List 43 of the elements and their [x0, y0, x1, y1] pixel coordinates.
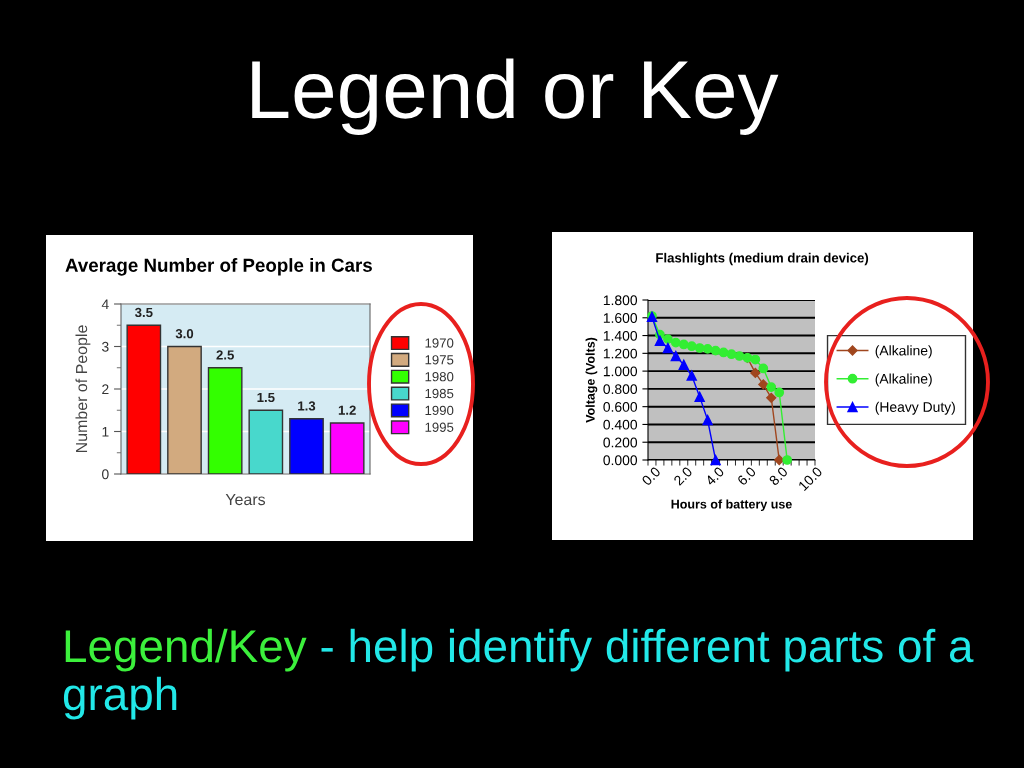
y-tick-label: 1.800: [603, 295, 638, 306]
y-tick-label: 0.400: [603, 419, 638, 430]
y-tick-label: 1.200: [603, 348, 638, 359]
data-label: 1.3: [298, 401, 316, 411]
y-tick-label: 1.000: [603, 366, 638, 377]
y-tick-label: 1.400: [603, 330, 638, 341]
x-axis-title: Hours of battery use: [671, 499, 792, 512]
data-label: 3.0: [175, 328, 194, 339]
y-tick-label: 4: [101, 299, 109, 310]
legend-label: (Alkaline): [875, 373, 932, 387]
legend-label: (Heavy Duty): [875, 401, 955, 415]
chart-title: Average Number of People in Cars: [65, 258, 372, 276]
x-tick-label: 8.0: [768, 466, 789, 486]
y-tick-label: 2: [102, 384, 109, 395]
legend-label: 1990: [425, 405, 454, 416]
y-tick-label: 0.800: [603, 384, 638, 395]
data-label: 1.2: [338, 405, 356, 415]
legend-label: (Alkaline): [875, 345, 932, 359]
x-axis-title: Years: [225, 494, 266, 506]
data-label: 1.5: [257, 392, 275, 403]
legend-label: 1970: [425, 338, 454, 348]
legend-label: 1975: [425, 355, 454, 365]
y-axis-title: Number of People: [75, 325, 91, 453]
y-tick-label: 0: [102, 469, 109, 480]
chart-title: Flashlights (medium drain device): [656, 252, 869, 266]
y-axis-title: Voltage (Volts): [585, 337, 598, 423]
data-label: 3.5: [134, 307, 153, 318]
x-tick-label: 0.0: [641, 466, 662, 487]
data-label: 2.5: [216, 350, 234, 360]
x-tick-label: 2.0: [673, 466, 693, 486]
legend-label: 1980: [425, 372, 454, 382]
y-tick-label: 0.600: [603, 402, 638, 412]
y-tick-label: 0.200: [603, 437, 638, 448]
y-tick-label: 0.000: [603, 455, 638, 466]
y-tick-label: 3: [102, 341, 109, 352]
x-tick-label: 6.0: [736, 466, 757, 486]
legend-label: 1995: [425, 422, 454, 432]
x-tick-label: 4.0: [704, 466, 725, 487]
y-tick-label: 1.600: [603, 313, 638, 323]
text: Legend/Key: [65, 628, 307, 672]
text: Legend or Key: [252, 58, 779, 135]
legend-label: 1985: [425, 388, 454, 399]
y-tick-label: 1: [102, 426, 109, 437]
